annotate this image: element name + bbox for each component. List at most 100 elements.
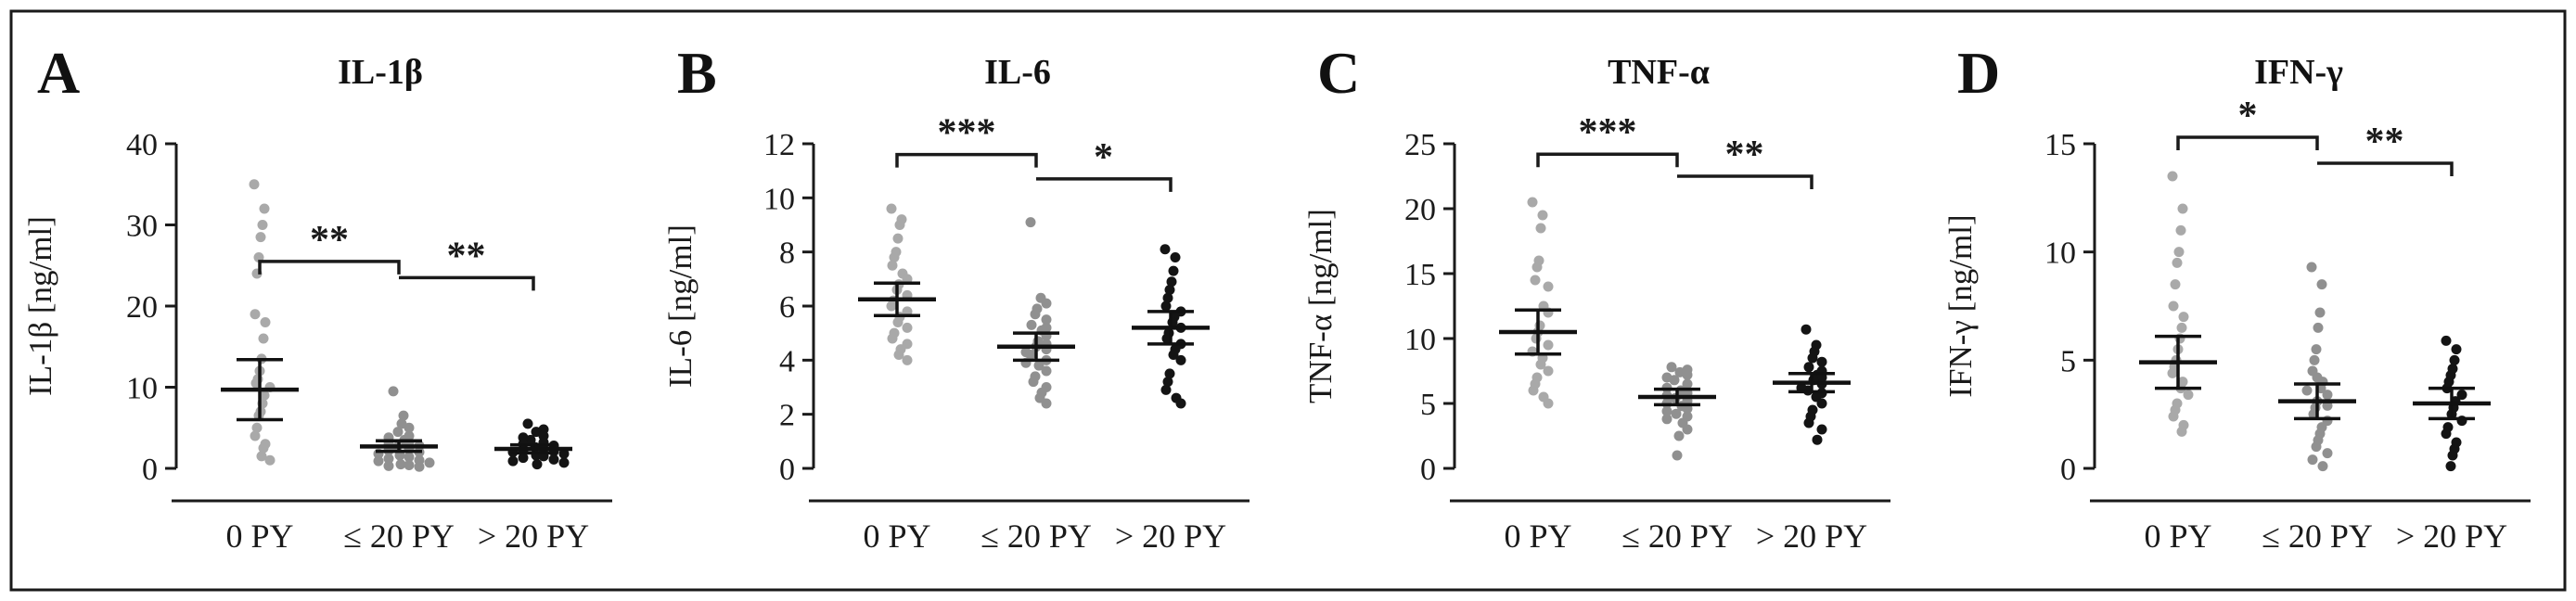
bracket-line: [258, 260, 401, 275]
data-point: [507, 455, 519, 467]
data-point: [414, 461, 425, 472]
data-point: [1671, 408, 1682, 419]
data-point: [518, 453, 529, 464]
data-point: [1803, 362, 1814, 373]
y-tick-label: 15: [2044, 128, 2076, 162]
y-tick-label: 6: [779, 290, 795, 325]
y-tick-label: 4: [779, 344, 795, 378]
data-point: [887, 260, 898, 271]
series-3: [1773, 324, 1851, 445]
data-point: [383, 454, 394, 464]
data-point: [1535, 223, 1546, 234]
data-point: [258, 333, 269, 344]
bracket-line: [2176, 135, 2319, 150]
data-point: [1543, 398, 1554, 409]
data-point: [2316, 279, 2327, 290]
data-point: [558, 457, 570, 468]
bracket-line: [1677, 174, 1813, 189]
significance-label: **: [310, 219, 349, 262]
data-point: [548, 454, 559, 465]
figure-border: [9, 9, 2567, 592]
panel-letter: B: [677, 40, 717, 106]
data-point: [1532, 262, 1543, 273]
data-point: [1803, 417, 1814, 428]
series-1: [858, 203, 936, 365]
panel-letter: D: [1957, 40, 2000, 106]
data-point: [388, 386, 399, 397]
data-point: [2447, 450, 2458, 461]
data-point: [2173, 247, 2185, 258]
x-category-label: > 20 PY: [2396, 518, 2507, 555]
data-point: [2311, 344, 2322, 355]
series-2: [360, 386, 438, 472]
data-point: [1543, 365, 1554, 377]
data-point: [2314, 307, 2326, 318]
data-point: [2313, 322, 2324, 333]
series-1: [221, 179, 299, 466]
data-point: [259, 390, 270, 401]
data-point: [2170, 279, 2181, 290]
data-point: [1025, 217, 1036, 228]
data-point: [1160, 300, 1172, 312]
data-point: [1041, 298, 1052, 309]
x-category-label: > 20 PY: [1115, 518, 1226, 555]
x-category-label: 0 PY: [863, 518, 930, 555]
data-point: [1682, 424, 1693, 435]
panel-a: A IL-1β IL-1β [ng/ml] 0 10 20 30 40 0 PY ≤ 20 PY >…: [22, 40, 612, 555]
data-point: [522, 418, 533, 429]
x-category-label: 0 PY: [225, 518, 293, 555]
data-point: [1162, 377, 1173, 388]
data-point: [886, 300, 897, 312]
data-point: [2307, 454, 2318, 466]
data-point: [1160, 384, 1172, 395]
data-point: [902, 322, 913, 333]
panel-letter: A: [37, 40, 80, 106]
y-tick-label: 20: [1404, 193, 1436, 227]
data-point: [249, 179, 260, 190]
significance-bracket: **: [1677, 134, 1813, 189]
significance-bracket: **: [2317, 121, 2454, 176]
data-point: [398, 410, 409, 421]
data-point: [1041, 398, 1052, 409]
y-tick-label: 10: [2044, 237, 2076, 271]
y-axis-label: IL-6 [ng/ml]: [662, 224, 698, 388]
data-point: [892, 317, 904, 327]
y-tick-label: 8: [779, 237, 795, 271]
data-point: [1028, 377, 1039, 388]
series-1: [2139, 171, 2217, 437]
bracket-line: [2317, 161, 2454, 176]
significance-label: ***: [938, 112, 996, 155]
significance-bracket: *: [2176, 95, 2319, 150]
data-point: [2445, 461, 2456, 472]
significance-label: *: [2238, 95, 2258, 137]
data-point: [2322, 390, 2333, 401]
y-tick-label: 15: [1404, 258, 1436, 292]
data-point: [1030, 309, 1041, 320]
data-point: [404, 422, 415, 433]
bracket-line: [399, 275, 535, 291]
data-point: [404, 460, 415, 470]
significance-label: *: [1094, 136, 1113, 179]
data-point: [2306, 262, 2317, 273]
data-point: [257, 220, 268, 230]
data-point: [2175, 224, 2186, 236]
data-point: [1041, 365, 1052, 377]
data-point: [2176, 322, 2187, 333]
data-point: [2451, 344, 2462, 355]
y-tick-label: 20: [126, 290, 158, 325]
data-point: [2177, 203, 2188, 214]
x-category-label: > 20 PY: [1756, 518, 1867, 555]
data-point: [259, 203, 270, 214]
y-tick-label: 10: [126, 372, 158, 406]
data-point: [2168, 411, 2179, 422]
bracket-line: [1536, 152, 1679, 168]
data-point: [1527, 197, 1538, 208]
panel-c: C TNF-α TNF-α [ng/ml] 0 5 10 15 20 25 0 PY ≤ 20 PY…: [1302, 40, 1890, 555]
series-2: [1638, 362, 1716, 461]
data-point: [1530, 275, 1541, 286]
data-point: [1682, 369, 1693, 380]
data-point: [1661, 405, 1672, 416]
x-category-label: 0 PY: [1504, 518, 1571, 555]
y-tick-label: 10: [1404, 323, 1436, 357]
data-point: [2449, 354, 2460, 365]
